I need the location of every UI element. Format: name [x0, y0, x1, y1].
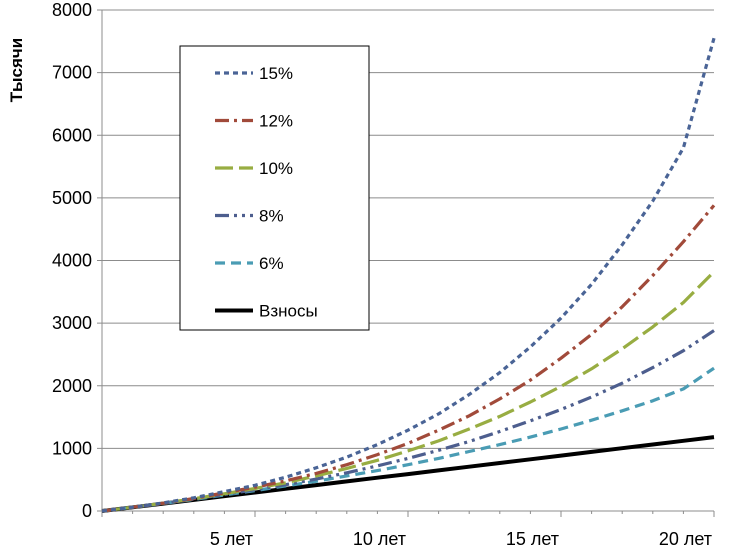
series-lines — [101, 37, 716, 513]
y-tick-labels: 0 1000 2000 3000 4000 5000 6000 7000 8000 — [52, 0, 92, 521]
series-line-15% — [101, 37, 716, 513]
legend-label: 15% — [259, 64, 293, 83]
legend-label: 12% — [259, 112, 293, 131]
x-tick-labels: 5 лет 10 лет 15 лет 20 лет — [210, 529, 712, 549]
y-tick-label: 2000 — [52, 376, 92, 396]
legend-label: 8% — [259, 207, 284, 226]
y-tick-label: 6000 — [52, 125, 92, 145]
x-tick-label: 10 лет — [353, 529, 406, 549]
series-line-8% — [101, 329, 715, 513]
y-tick-label: 0 — [82, 501, 92, 521]
x-tick-label: 15 лет — [506, 529, 559, 549]
y-tick-label: 3000 — [52, 313, 92, 333]
legend-label: 10% — [259, 159, 293, 178]
y-axis-label: Тысячи — [7, 38, 26, 102]
y-tick-label: 8000 — [52, 0, 92, 20]
legend-label: Взносы — [259, 302, 318, 321]
y-tick-label: 1000 — [52, 438, 92, 458]
y-tick-label: 5000 — [52, 188, 92, 208]
x-tick-label: 20 лет — [659, 529, 712, 549]
x-tick-label: 5 лет — [210, 529, 253, 549]
legend-label: 6% — [259, 254, 284, 273]
y-tick-label: 4000 — [52, 251, 92, 271]
legend-box — [179, 45, 370, 331]
legend: 15% 12% 10% 8% 6% Взносы — [179, 45, 370, 331]
y-tick-label: 7000 — [52, 63, 92, 83]
axes — [97, 9, 715, 517]
